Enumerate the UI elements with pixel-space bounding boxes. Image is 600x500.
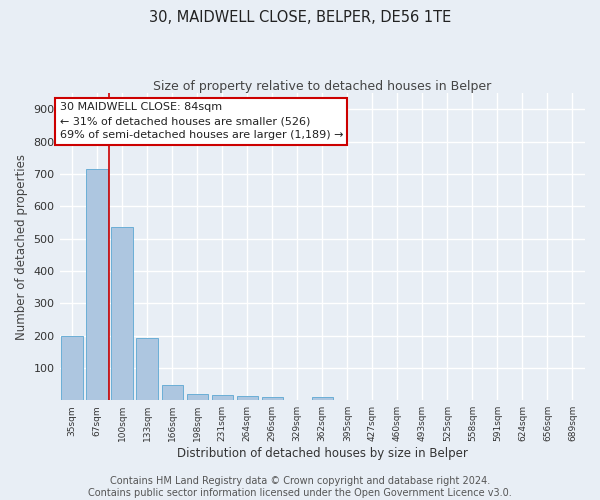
- Bar: [86, 169, 108, 400]
- Bar: [187, 394, 208, 400]
- Text: Contains HM Land Registry data © Crown copyright and database right 2024.
Contai: Contains HM Land Registry data © Crown c…: [88, 476, 512, 498]
- Text: 30 MAIDWELL CLOSE: 84sqm
← 31% of detached houses are smaller (526)
69% of semi-: 30 MAIDWELL CLOSE: 84sqm ← 31% of detach…: [59, 102, 343, 140]
- Text: 30, MAIDWELL CLOSE, BELPER, DE56 1TE: 30, MAIDWELL CLOSE, BELPER, DE56 1TE: [149, 10, 451, 25]
- Y-axis label: Number of detached properties: Number of detached properties: [15, 154, 28, 340]
- Title: Size of property relative to detached houses in Belper: Size of property relative to detached ho…: [153, 80, 491, 93]
- Bar: [236, 396, 258, 400]
- Bar: [61, 336, 83, 400]
- Bar: [161, 385, 183, 400]
- Bar: [212, 396, 233, 400]
- Bar: [262, 397, 283, 400]
- Bar: [112, 226, 133, 400]
- Bar: [311, 397, 333, 400]
- X-axis label: Distribution of detached houses by size in Belper: Distribution of detached houses by size …: [177, 447, 468, 460]
- Bar: [136, 338, 158, 400]
